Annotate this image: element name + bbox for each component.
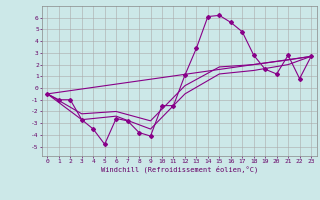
X-axis label: Windchill (Refroidissement éolien,°C): Windchill (Refroidissement éolien,°C) xyxy=(100,165,258,173)
